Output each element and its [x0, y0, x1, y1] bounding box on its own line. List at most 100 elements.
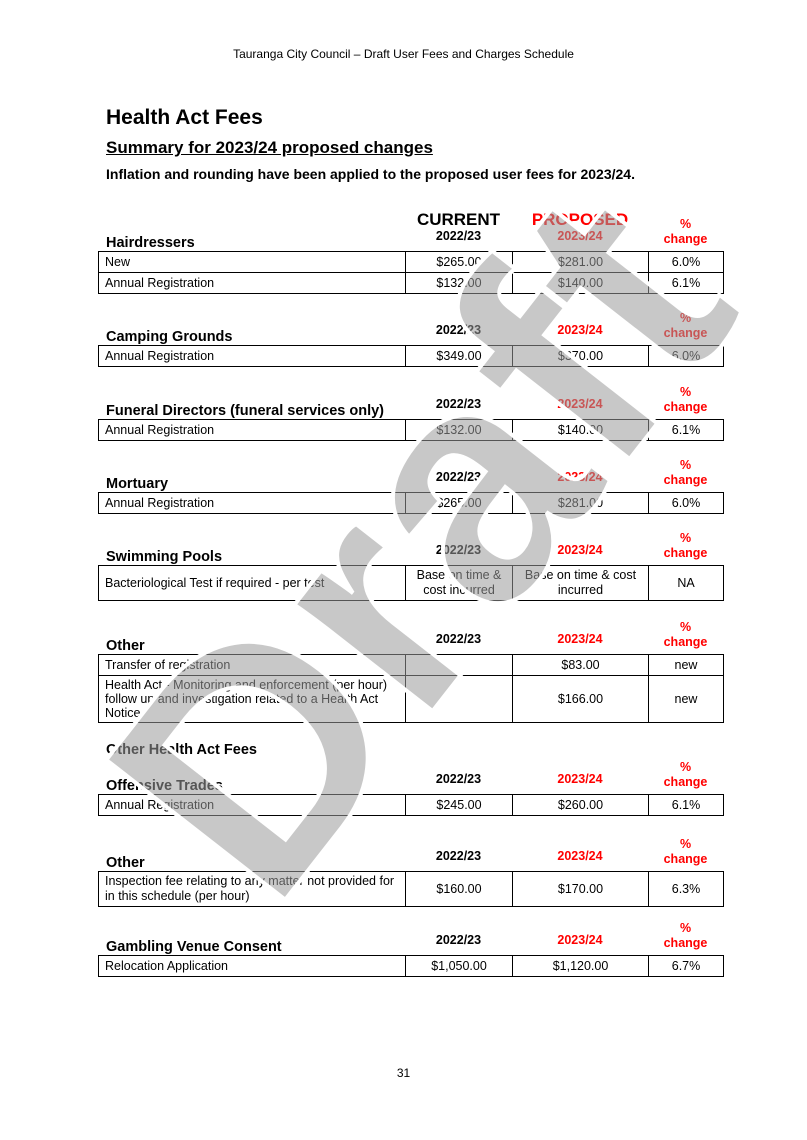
table-row: New $265.00 $281.00 6.0% [98, 251, 724, 273]
proposed-cell: $170.00 [512, 871, 649, 907]
table-row: Annual Registration $132.00 $140.00 6.1% [98, 419, 724, 441]
item-cell: Bacteriological Test if required - per t… [98, 565, 406, 601]
col-change-header: % change [663, 620, 708, 649]
item-cell: Annual Registration [98, 345, 406, 367]
col-change-header: % change [663, 837, 708, 866]
col-proposed-header: 2023/24 [557, 543, 603, 557]
col-proposed-header: 2023/24 [557, 397, 603, 411]
table-row: Annual Registration $132.00 $140.00 6.1% [98, 272, 724, 294]
proposed-cell: $370.00 [512, 345, 649, 367]
proposed-cell: $1,120.00 [512, 955, 649, 977]
col-change-header: % change [663, 921, 708, 950]
table-row: Annual Registration $245.00 $260.00 6.1% [98, 794, 724, 816]
current-cell: $1,050.00 [405, 955, 513, 977]
col-current-header: 2022/23 [435, 470, 482, 484]
other-health-act-fees-heading: Other Health Act Fees [106, 742, 257, 758]
change-cell: 6.1% [648, 272, 724, 294]
current-cell: $265.00 [405, 251, 513, 273]
proposed-cell: $140.00 [512, 272, 649, 294]
col-proposed-header: 2023/24 [557, 632, 603, 646]
current-cell: $160.00 [405, 871, 513, 907]
section-offensive-trades: Offensive Trades 2022/23 2023/24 % change… [98, 758, 724, 816]
col-current-header: 2022/23 [435, 543, 482, 557]
table-row: Annual Registration $265.00 $281.00 6.0% [98, 492, 724, 514]
current-cell: $349.00 [405, 345, 513, 367]
change-cell: 6.3% [648, 871, 724, 907]
change-cell: 6.0% [648, 251, 724, 273]
section-title: Hairdressers [106, 235, 195, 251]
section-title: Camping Grounds [106, 329, 233, 345]
section-title: Gambling Venue Consent [106, 939, 282, 955]
document-header: Tauranga City Council – Draft User Fees … [233, 47, 574, 61]
current-cell [405, 675, 513, 723]
col-proposed-header: 2023/24 [557, 772, 603, 786]
col-change-header: % change [663, 217, 708, 246]
change-cell: 6.0% [648, 345, 724, 367]
col-proposed-header: 2023/24 [557, 933, 603, 947]
change-cell: new [648, 675, 724, 723]
col-current-header: 2022/23 [435, 632, 482, 646]
fee-table: Transfer of registration $83.00 new Heal… [98, 654, 724, 723]
change-cell: NA [648, 565, 724, 601]
item-cell: Annual Registration [98, 419, 406, 441]
section-hairdressers: Hairdressers 2022/23 2023/24 % change New… [98, 215, 724, 294]
col-proposed-header: 2023/24 [557, 470, 603, 484]
section-title: Swimming Pools [106, 549, 223, 565]
current-label: CURRENT [416, 210, 501, 229]
col-proposed-header: 2023/24 [557, 849, 603, 863]
change-cell: 6.1% [648, 794, 724, 816]
proposed-cell: Base on time & cost incurred [512, 565, 649, 601]
current-cell: $245.00 [405, 794, 513, 816]
change-cell: 6.7% [648, 955, 724, 977]
fee-table: Relocation Application $1,050.00 $1,120.… [98, 955, 724, 977]
proposed-label: PROPOSED [531, 210, 629, 229]
table-row: Bacteriological Test if required - per t… [98, 565, 724, 601]
section-title: Other [106, 638, 145, 654]
item-cell: Health Act - Monitoring and enforcement … [98, 675, 406, 723]
item-cell: Annual Registration [98, 492, 406, 514]
col-current-header: 2022/23 [435, 933, 482, 947]
proposed-cell: $166.00 [512, 675, 649, 723]
current-cell: $265.00 [405, 492, 513, 514]
fee-table: Annual Registration $265.00 $281.00 6.0% [98, 492, 724, 514]
col-current-header: 2022/23 [435, 849, 482, 863]
page-number: 31 [396, 1066, 411, 1080]
proposed-cell: $83.00 [512, 654, 649, 676]
col-current-header: 2022/23 [435, 772, 482, 786]
current-cell: $132.00 [405, 272, 513, 294]
proposed-cell: $260.00 [512, 794, 649, 816]
col-proposed-header: 2023/24 [557, 323, 603, 337]
col-change-header: % change [663, 760, 708, 789]
table-row: Inspection fee relating to any matter no… [98, 871, 724, 907]
intro-text: Inflation and rounding have been applied… [106, 166, 635, 182]
page-title: Health Act Fees [106, 106, 263, 129]
item-cell: Inspection fee relating to any matter no… [98, 871, 406, 907]
page-subtitle: Summary for 2023/24 proposed changes [106, 138, 433, 157]
col-proposed-header: 2023/24 [557, 229, 603, 243]
fee-table: New $265.00 $281.00 6.0% Annual Registra… [98, 251, 724, 294]
change-cell: 6.1% [648, 419, 724, 441]
table-row: Health Act - Monitoring and enforcement … [98, 675, 724, 723]
section-gambling-venue-consent: Gambling Venue Consent 2022/23 2023/24 %… [98, 919, 724, 977]
col-current-header: 2022/23 [435, 229, 482, 243]
col-change-header: % change [663, 531, 708, 560]
change-cell: 6.0% [648, 492, 724, 514]
proposed-cell: $140.00 [512, 419, 649, 441]
col-current-header: 2022/23 [435, 323, 482, 337]
table-row: Annual Registration $349.00 $370.00 6.0% [98, 345, 724, 367]
fee-table: Bacteriological Test if required - per t… [98, 565, 724, 601]
fee-table: Annual Registration $349.00 $370.00 6.0% [98, 345, 724, 367]
proposed-cell: $281.00 [512, 251, 649, 273]
section-title: Funeral Directors (funeral services only… [106, 403, 385, 419]
section-other: Other 2022/23 2023/24 % change Transfer o… [98, 618, 724, 723]
section-title: Mortuary [106, 476, 169, 492]
fee-table: Annual Registration $245.00 $260.00 6.1% [98, 794, 724, 816]
current-cell: $132.00 [405, 419, 513, 441]
current-cell [405, 654, 513, 676]
section-swimming-pools: Swimming Pools 2022/23 2023/24 % change B… [98, 529, 724, 601]
section-other-inspection: Other 2022/23 2023/24 % change Inspection… [98, 835, 724, 907]
proposed-cell: $281.00 [512, 492, 649, 514]
item-cell: New [98, 251, 406, 273]
item-cell: Annual Registration [98, 794, 406, 816]
table-row: Relocation Application $1,050.00 $1,120.… [98, 955, 724, 977]
